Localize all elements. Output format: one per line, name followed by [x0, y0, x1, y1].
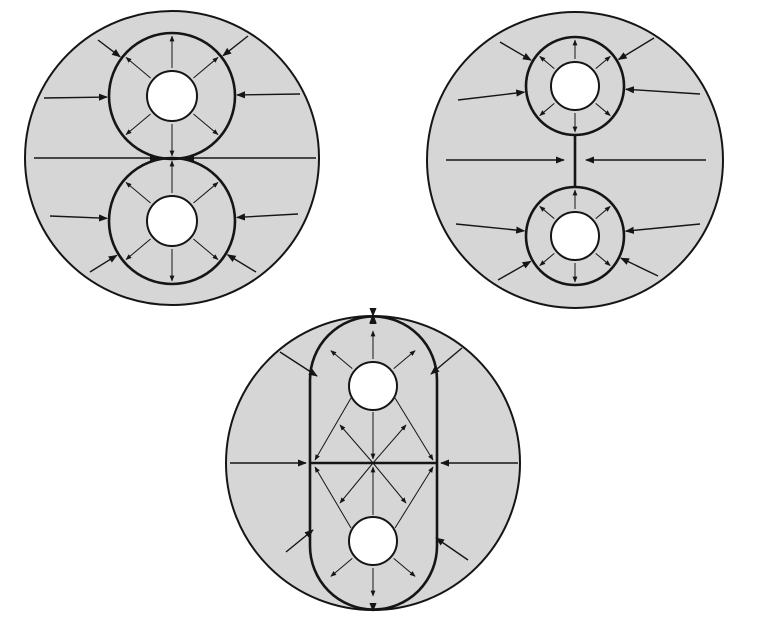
inner-arrow: [314, 466, 352, 529]
inner-arrow: [330, 350, 353, 370]
inward-arrow: [236, 91, 301, 99]
inner-arrow: [125, 57, 151, 79]
hole: [348, 516, 398, 566]
boundary-ring: [107, 156, 237, 286]
inward-arrow: [624, 223, 701, 234]
inward-arrow: [617, 37, 655, 61]
inward-arrow: [285, 529, 314, 553]
inward-arrow: [620, 257, 659, 277]
inner-arrow: [539, 56, 555, 70]
inner-arrow: [193, 113, 219, 135]
panel-c-diagram: [225, 307, 521, 612]
inner-arrow: [595, 102, 611, 116]
inner-arrow: [393, 350, 416, 370]
inward-arrow: [624, 86, 701, 95]
inward-arrow: [43, 93, 108, 101]
inward-arrow: [497, 260, 532, 281]
inward-arrow: [97, 39, 121, 58]
inward-arrow: [279, 351, 318, 377]
inward-arrow: [430, 347, 463, 375]
inner-arrow: [394, 397, 434, 461]
inner-arrow: [125, 238, 151, 260]
stadium-boundary: [308, 315, 439, 611]
inward-arrow: [222, 35, 249, 57]
hole: [146, 70, 198, 122]
inner-arrow: [193, 57, 219, 79]
panel-b-diagram: [426, 11, 724, 309]
inward-arrow: [455, 223, 526, 234]
inner-arrow: [595, 56, 611, 70]
inner-arrow: [125, 113, 151, 135]
inner-arrow: [125, 182, 151, 204]
inner-arrow: [595, 206, 611, 220]
hole: [348, 361, 398, 411]
inner-arrow: [314, 397, 352, 461]
inner-arrow: [394, 466, 434, 529]
inner-arrow: [595, 252, 611, 266]
inner-arrow: [330, 557, 353, 577]
inner-arrow: [393, 557, 416, 577]
inner-arrow: [339, 424, 374, 464]
hole: [550, 211, 600, 261]
inner-arrow: [539, 206, 555, 220]
inner-arrow: [193, 182, 219, 204]
inner-arrow: [372, 424, 407, 464]
hole: [550, 61, 600, 111]
inward-arrow: [435, 537, 469, 561]
inner-arrow: [539, 102, 555, 116]
inner-arrow: [193, 238, 219, 260]
inner-arrow: [372, 462, 407, 504]
inward-arrow: [49, 214, 108, 222]
inward-arrow: [226, 254, 257, 273]
inner-arrow: [539, 252, 555, 266]
panel-a-diagram: [24, 10, 320, 306]
inward-arrow: [499, 41, 532, 61]
inward-arrow: [236, 213, 299, 221]
inward-arrow: [457, 89, 526, 101]
inner-arrow: [339, 462, 374, 504]
hole: [146, 195, 198, 247]
inward-arrow: [89, 254, 118, 273]
